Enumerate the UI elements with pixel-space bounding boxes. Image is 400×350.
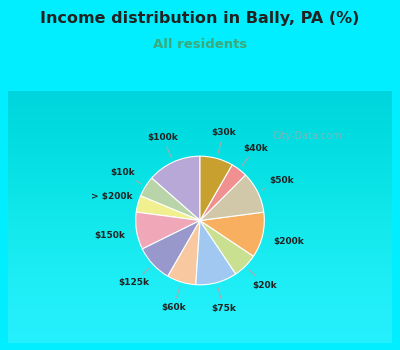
Text: $150k: $150k: [94, 231, 132, 240]
Text: $60k: $60k: [161, 287, 186, 313]
Text: Income distribution in Bally, PA (%): Income distribution in Bally, PA (%): [40, 10, 360, 26]
Text: > $200k: > $200k: [91, 193, 136, 203]
Wedge shape: [152, 156, 200, 220]
Wedge shape: [196, 220, 236, 285]
Wedge shape: [136, 196, 200, 220]
Wedge shape: [200, 165, 246, 220]
Text: $200k: $200k: [267, 236, 304, 246]
Text: $20k: $20k: [249, 269, 277, 289]
Text: $75k: $75k: [211, 287, 236, 313]
Text: $40k: $40k: [242, 144, 268, 166]
Text: $100k: $100k: [147, 133, 178, 158]
Wedge shape: [200, 175, 264, 220]
Wedge shape: [136, 212, 200, 249]
Text: $125k: $125k: [118, 268, 150, 287]
Wedge shape: [200, 212, 264, 256]
Wedge shape: [140, 178, 200, 220]
Wedge shape: [200, 156, 232, 220]
Text: $30k: $30k: [211, 128, 236, 154]
Text: $50k: $50k: [262, 176, 294, 190]
Wedge shape: [200, 220, 254, 274]
Wedge shape: [142, 220, 200, 276]
Text: All residents: All residents: [153, 38, 247, 51]
Wedge shape: [168, 220, 200, 285]
Text: $10k: $10k: [110, 168, 141, 184]
Text: City-Data.com: City-Data.com: [273, 131, 342, 141]
